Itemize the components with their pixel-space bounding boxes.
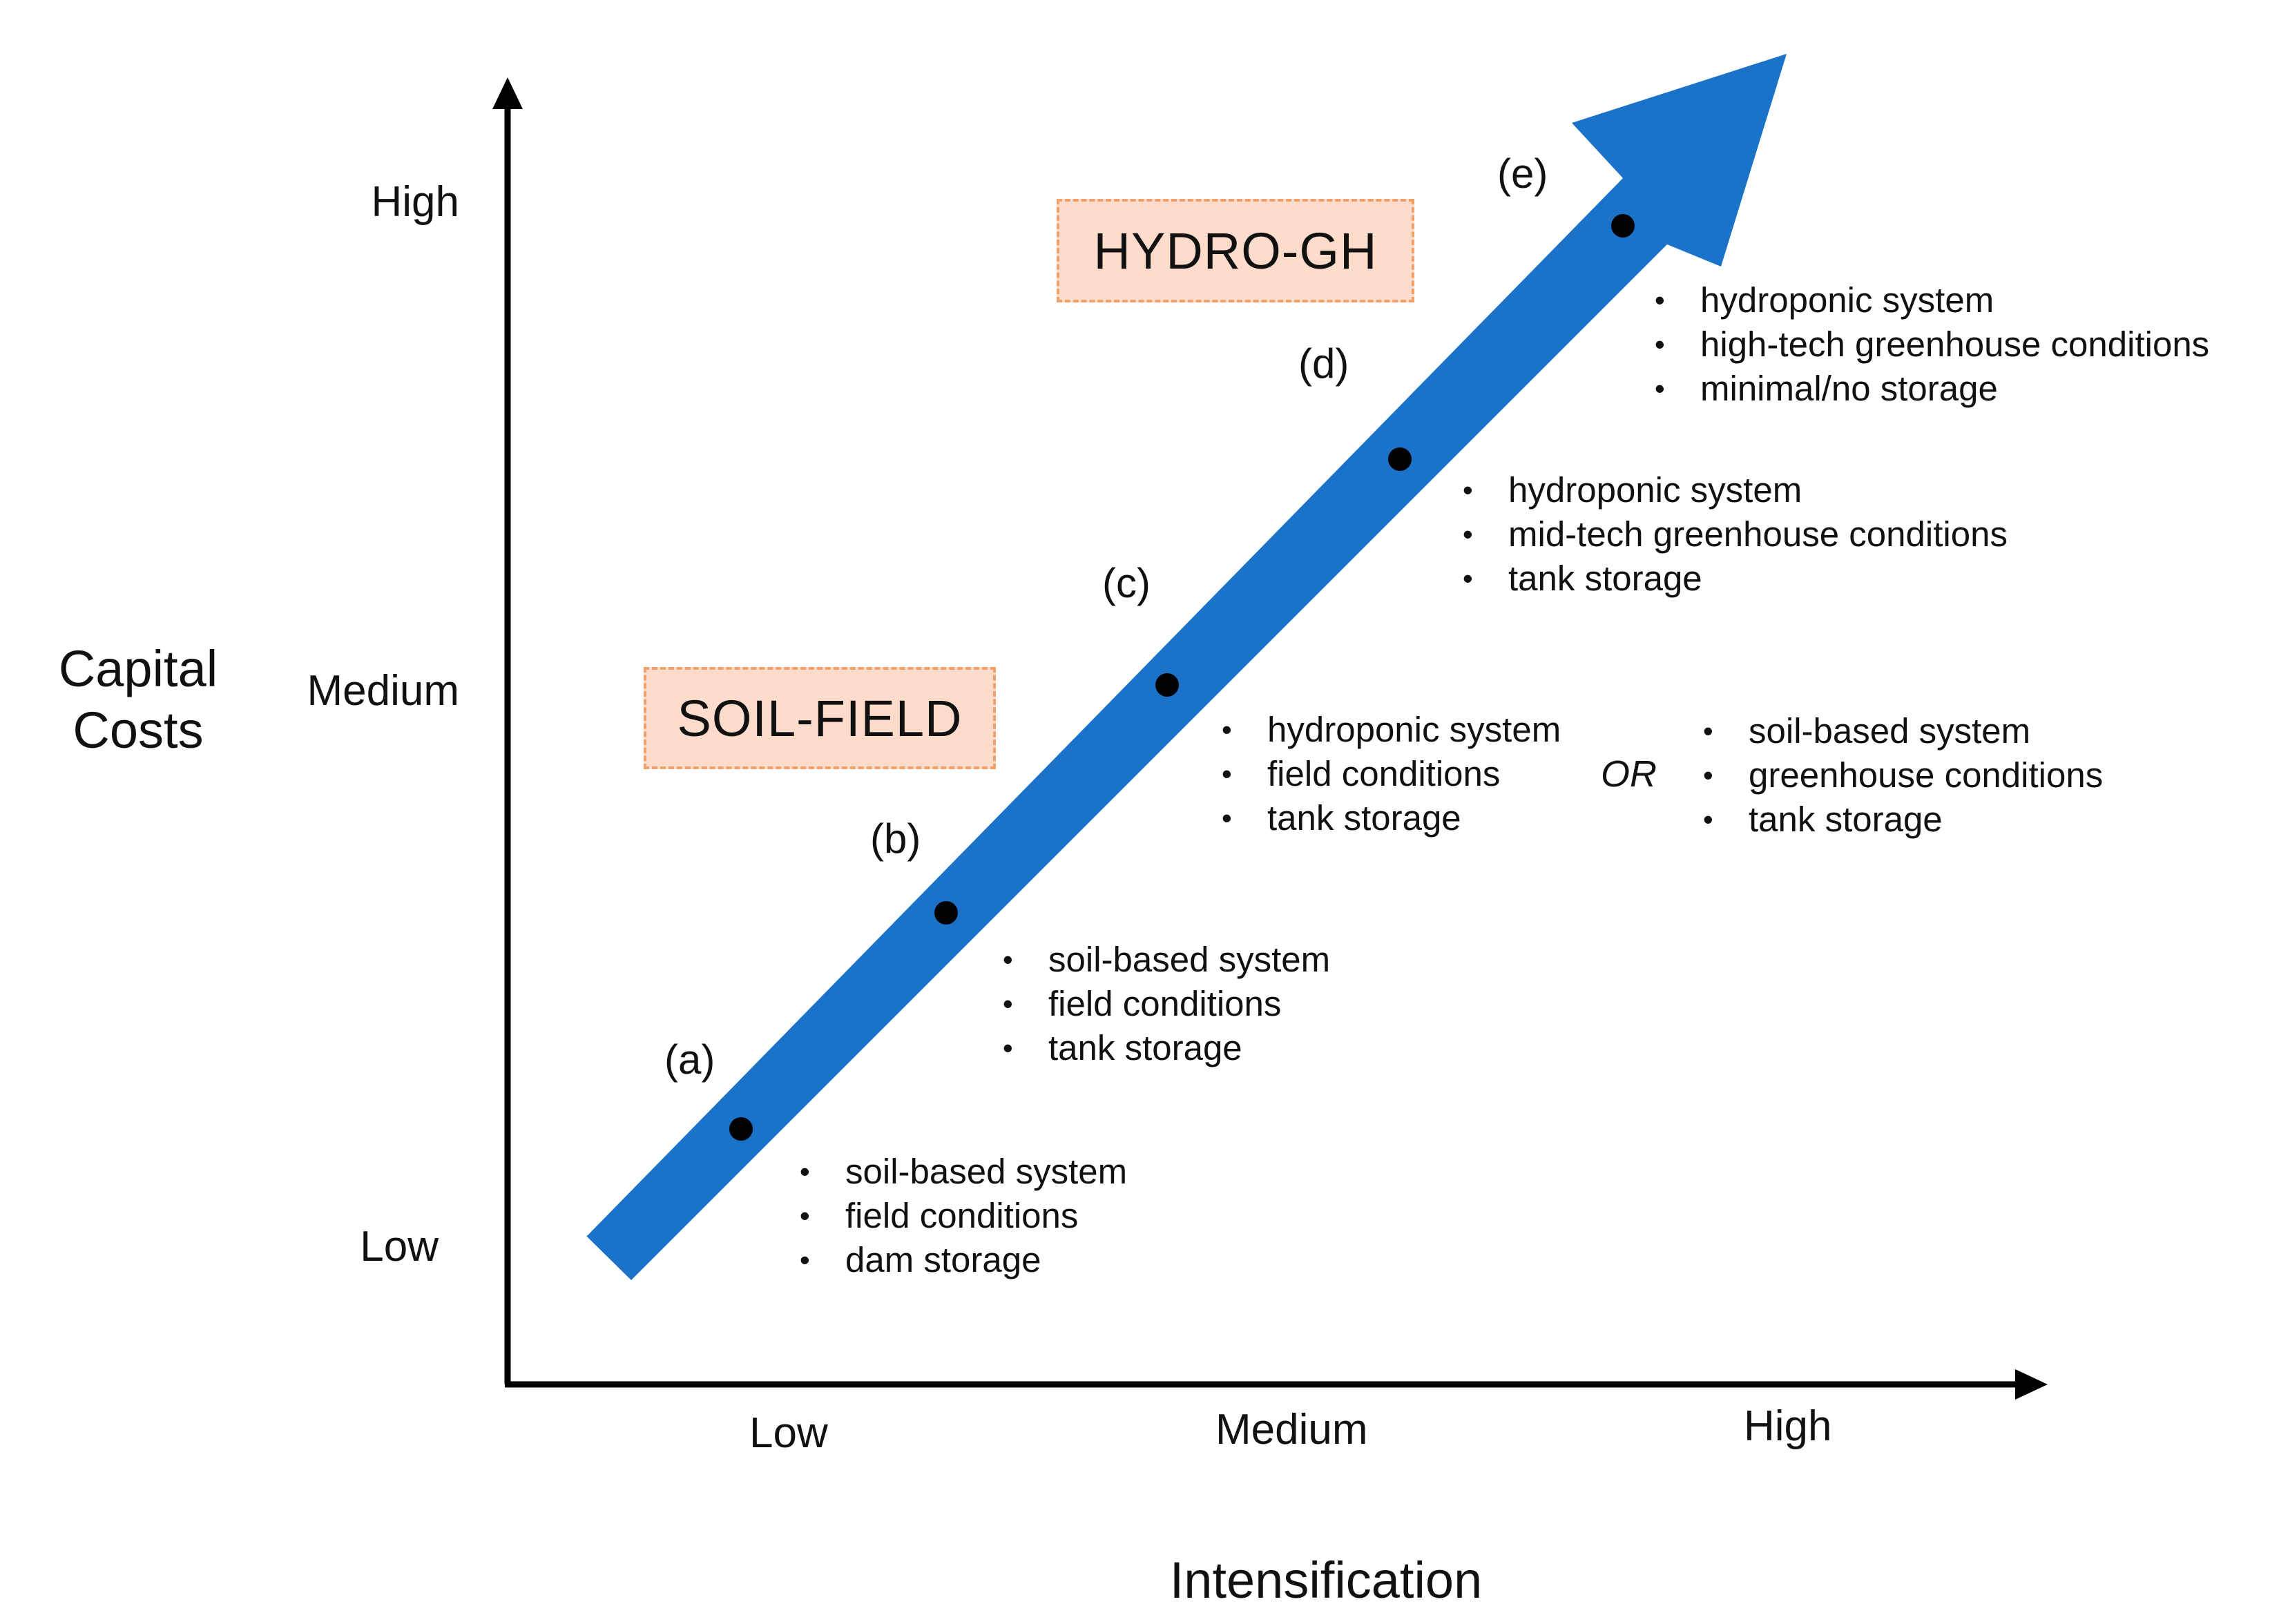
list-item: field conditions <box>1222 752 1561 796</box>
list-item: tank storage <box>1222 796 1561 840</box>
x-axis-arrowhead <box>2015 1369 2048 1400</box>
list-item: soil-based system <box>800 1150 1127 1194</box>
y-axis-arrowhead <box>492 77 523 109</box>
x-tick-high: High <box>1744 1402 1832 1450</box>
y-axis-title-line2: Costs <box>73 701 204 759</box>
stage-dot-b <box>934 901 958 925</box>
stage-tag-c: (c) <box>1102 560 1151 606</box>
list-item: tank storage <box>1463 557 2008 601</box>
list-item: hydroponic system <box>1655 278 2209 322</box>
y-tick-medium: Medium <box>307 667 459 715</box>
list-item: mid-tech greenhouse conditions <box>1463 512 2008 557</box>
list-item: hydroponic system <box>1222 708 1561 752</box>
regime-soil-field: SOIL-FIELD <box>644 667 996 769</box>
list-item: tank storage <box>1003 1026 1330 1070</box>
stage-dot-a <box>729 1117 753 1141</box>
intensification-arrow <box>586 54 1787 1280</box>
y-tick-low: Low <box>360 1223 439 1270</box>
y-axis-title: Capital Costs <box>48 639 228 762</box>
x-tick-low: Low <box>749 1409 828 1457</box>
list-item: soil-based system <box>1703 709 2103 753</box>
list-item: minimal/no storage <box>1655 367 2209 411</box>
y-axis-title-line1: Capital <box>58 640 218 697</box>
list-item: field conditions <box>1003 982 1330 1026</box>
stage-c-or-connector: OR <box>1601 753 1657 795</box>
list-item: soil-based system <box>1003 938 1330 982</box>
stage-e-bullets: hydroponic system high-tech greenhouse c… <box>1655 278 2209 411</box>
stage-dot-e <box>1611 214 1635 238</box>
stage-d-bullets: hydroponic system mid-tech greenhouse co… <box>1463 468 2008 601</box>
stage-c-alt-bullets: soil-based system greenhouse conditions … <box>1703 709 2103 842</box>
stage-tag-b: (b) <box>870 815 921 862</box>
list-item: field conditions <box>800 1194 1127 1238</box>
list-item: greenhouse conditions <box>1703 753 2103 798</box>
stage-dot-c <box>1155 673 1179 697</box>
list-item: high-tech greenhouse conditions <box>1655 322 2209 367</box>
stage-b-bullets: soil-based system field conditions tank … <box>1003 938 1330 1070</box>
list-item: tank storage <box>1703 798 2103 842</box>
stage-tag-e: (e) <box>1497 151 1548 197</box>
stage-dot-d <box>1388 447 1412 471</box>
regime-hydro-gh: HYDRO-GH <box>1057 199 1414 302</box>
stage-tag-d: (d) <box>1298 340 1349 387</box>
list-item: hydroponic system <box>1463 468 2008 512</box>
x-tick-medium: Medium <box>1215 1406 1368 1453</box>
stage-a-bullets: soil-based system field conditions dam s… <box>800 1150 1127 1282</box>
stage-c-bullets: hydroponic system field conditions tank … <box>1222 708 1561 840</box>
x-axis-title: Intensification <box>1169 1552 1483 1609</box>
y-tick-high: High <box>371 178 459 226</box>
list-item: dam storage <box>800 1238 1127 1282</box>
stage-tag-a: (a) <box>664 1036 715 1083</box>
